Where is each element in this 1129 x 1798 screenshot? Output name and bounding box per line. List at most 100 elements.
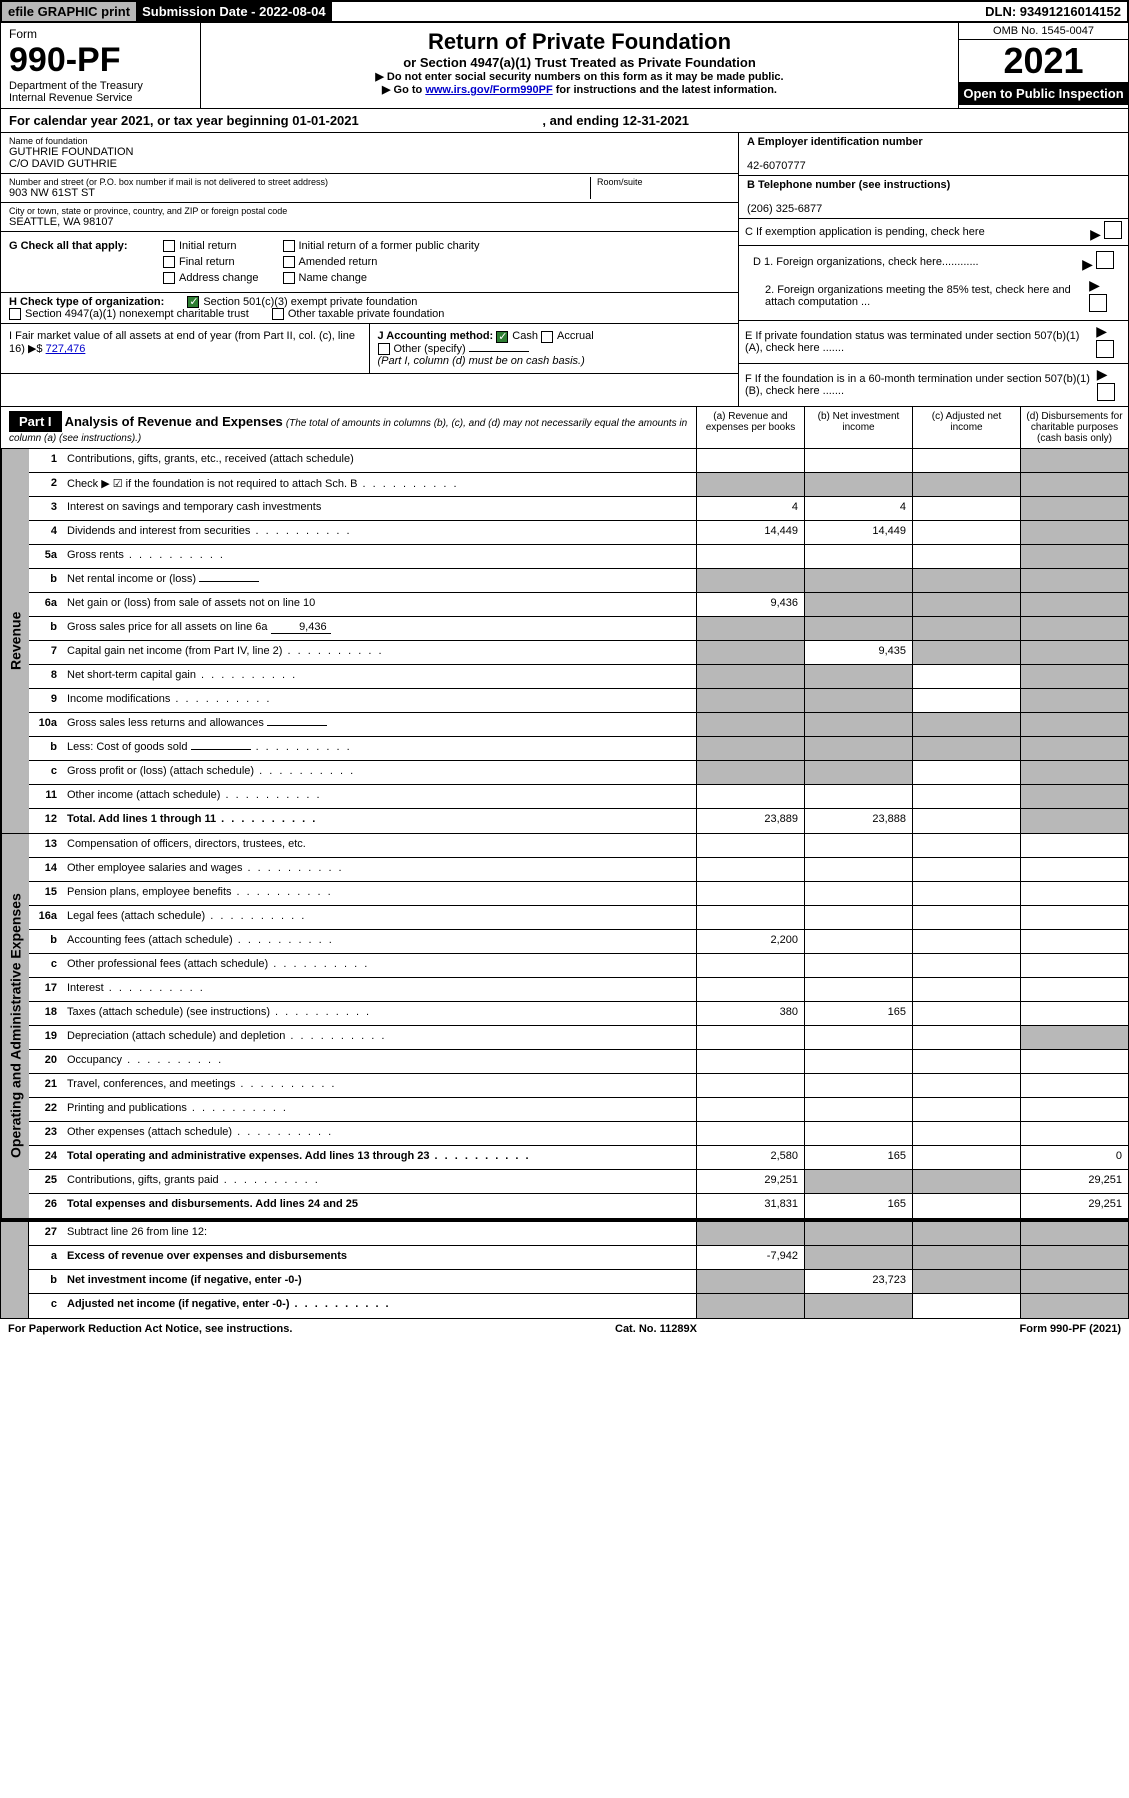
cb-exemption[interactable]: [1104, 221, 1122, 239]
row-label: Excess of revenue over expenses and disb…: [63, 1246, 696, 1269]
row-number: 3: [29, 497, 63, 520]
cell-d: [1020, 930, 1128, 953]
cell-a: [696, 569, 804, 592]
foundation-name2: C/O DAVID GUTHRIE: [9, 158, 730, 170]
row-label: Capital gain net income (from Part IV, l…: [63, 641, 696, 664]
cb-other-taxable[interactable]: [272, 308, 284, 320]
form-label: Form: [9, 27, 192, 41]
cell-a: [696, 834, 804, 857]
table-row: 25Contributions, gifts, grants paid29,25…: [29, 1170, 1128, 1194]
row-label: Other income (attach schedule): [63, 785, 696, 808]
cell-d: [1020, 1098, 1128, 1121]
cell-c: [912, 882, 1020, 905]
row-label: Other employee salaries and wages: [63, 858, 696, 881]
table-row: 7Capital gain net income (from Part IV, …: [29, 641, 1128, 665]
cb-final[interactable]: [163, 256, 175, 268]
cell-d: [1020, 737, 1128, 760]
cell-d: [1020, 809, 1128, 833]
cell-c: [912, 785, 1020, 808]
cell-b: [804, 713, 912, 736]
cell-a: [696, 1026, 804, 1049]
cb-foreign2[interactable]: [1089, 294, 1107, 312]
ein-cell: A Employer identification number 42-6070…: [739, 133, 1128, 176]
cb-amended[interactable]: [283, 256, 295, 268]
city-cell: City or town, state or province, country…: [1, 203, 738, 232]
cb-foreign1[interactable]: [1096, 251, 1114, 269]
cell-a: 2,200: [696, 930, 804, 953]
cell-d: [1020, 1026, 1128, 1049]
cell-c: [912, 906, 1020, 929]
row-label: Taxes (attach schedule) (see instruction…: [63, 1002, 696, 1025]
table-row: bGross sales price for all assets on lin…: [29, 617, 1128, 641]
cell-b: [804, 473, 912, 496]
h-c1: Section 501(c)(3) exempt private foundat…: [203, 296, 417, 308]
cb-cash[interactable]: [496, 331, 508, 343]
row-number: 13: [29, 834, 63, 857]
row-number: 7: [29, 641, 63, 664]
cell-d: [1020, 954, 1128, 977]
cell-a: [696, 858, 804, 881]
g-c3: Final return: [179, 256, 235, 268]
row-label: Contributions, gifts, grants paid: [63, 1170, 696, 1193]
arrow-icon: ▶: [1082, 256, 1093, 272]
cell-c: [912, 978, 1020, 1001]
row-label: Gross sales less returns and allowances: [63, 713, 696, 736]
table-row: cOther professional fees (attach schedul…: [29, 954, 1128, 978]
f-label: F If the foundation is in a 60-month ter…: [745, 373, 1097, 397]
cell-b: [804, 1074, 912, 1097]
cb-501c3[interactable]: [187, 296, 199, 308]
address: 903 NW 61ST ST: [9, 187, 590, 199]
cell-b: [804, 930, 912, 953]
table-row: aExcess of revenue over expenses and dis…: [29, 1246, 1128, 1270]
row-label: Dividends and interest from securities: [63, 521, 696, 544]
other-specify[interactable]: [469, 351, 529, 352]
table-row: 20Occupancy: [29, 1050, 1128, 1074]
b-label: B Telephone number (see instructions): [747, 179, 950, 191]
cb-address[interactable]: [163, 272, 175, 284]
row-label: Gross sales price for all assets on line…: [63, 617, 696, 640]
phone-cell: B Telephone number (see instructions) (2…: [739, 176, 1128, 219]
row-number: c: [29, 1294, 63, 1318]
cell-d: [1020, 1246, 1128, 1269]
row-number: 22: [29, 1098, 63, 1121]
col-d-head: (d) Disbursements for charitable purpose…: [1020, 407, 1128, 448]
cell-c: [912, 1146, 1020, 1169]
d1-label: D 1. Foreign organizations, check here..…: [753, 256, 979, 268]
cb-accrual[interactable]: [541, 331, 553, 343]
j-cash: Cash: [512, 330, 538, 342]
cell-a: [696, 641, 804, 664]
row-number: c: [29, 954, 63, 977]
cb-60month[interactable]: [1097, 383, 1115, 401]
cell-c: [912, 497, 1020, 520]
j-block: J Accounting method: Cash Accrual Other …: [370, 324, 739, 372]
cb-other-method[interactable]: [378, 343, 390, 355]
cell-b: [804, 593, 912, 616]
cell-c: [912, 521, 1020, 544]
g-c4: Amended return: [299, 256, 378, 268]
cb-initial[interactable]: [163, 240, 175, 252]
row-label: Other professional fees (attach schedule…: [63, 954, 696, 977]
row-number: 26: [29, 1194, 63, 1218]
final-rows: 27Subtract line 26 from line 12:aExcess …: [29, 1222, 1128, 1318]
cell-d: [1020, 665, 1128, 688]
row-number: 23: [29, 1122, 63, 1145]
table-row: 16aLegal fees (attach schedule): [29, 906, 1128, 930]
table-row: 4Dividends and interest from securities1…: [29, 521, 1128, 545]
cb-terminated[interactable]: [1096, 340, 1114, 358]
cb-name-change[interactable]: [283, 272, 295, 284]
cb-4947[interactable]: [9, 308, 21, 320]
row-label: Subtract line 26 from line 12:: [63, 1222, 696, 1245]
arrow-icon: ▶: [1096, 323, 1107, 339]
row-label: Net gain or (loss) from sale of assets n…: [63, 593, 696, 616]
cell-a: [696, 1074, 804, 1097]
irs-link[interactable]: www.irs.gov/Form990PF: [425, 84, 552, 96]
g-c2: Initial return of a former public charit…: [299, 240, 480, 252]
cell-b: [804, 617, 912, 640]
table-row: 6aNet gain or (loss) from sale of assets…: [29, 593, 1128, 617]
row-number: 8: [29, 665, 63, 688]
table-row: 14Other employee salaries and wages: [29, 858, 1128, 882]
row-number: 6a: [29, 593, 63, 616]
cb-initial-former[interactable]: [283, 240, 295, 252]
cell-a: [696, 665, 804, 688]
table-row: 5aGross rents: [29, 545, 1128, 569]
